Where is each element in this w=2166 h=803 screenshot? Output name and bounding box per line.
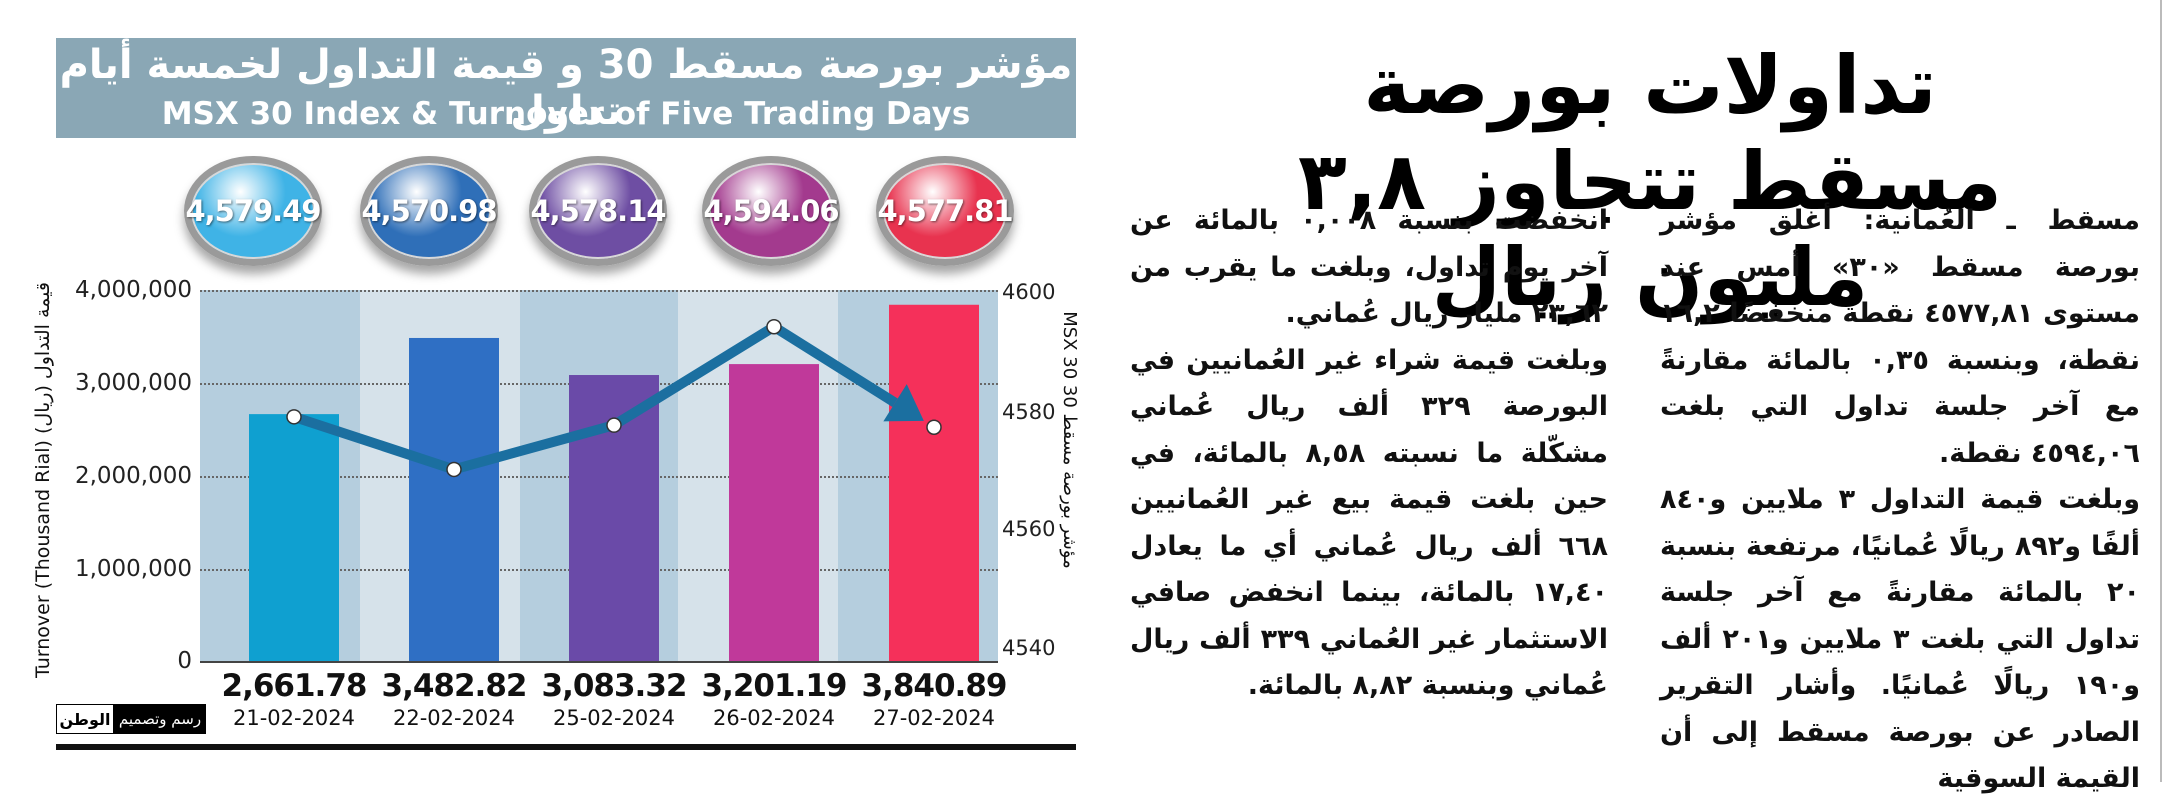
article-column-right: مسقط ـ العُمانية: أغلق مؤشر بورصة مسقط «…	[1660, 198, 2140, 803]
gridline	[200, 661, 998, 663]
x-tick-date: 21-02-2024	[232, 706, 356, 730]
index-point	[766, 318, 782, 335]
article-paragraph: وبلغت قيمة شراء غير العُمانيين في البورص…	[1130, 344, 1608, 702]
y-tick-right: 4540	[1002, 636, 1056, 660]
index-point	[926, 419, 942, 435]
article-column-left: انخفضت بنسبة ٠,٠٠٨ بالمائة عن آخر يوم تد…	[1130, 198, 1608, 710]
x-tick-date: 25-02-2024	[552, 706, 676, 730]
chart-title-arabic: مؤشر بورصة مسقط 30 و قيمة التداول لخمسة …	[59, 42, 1073, 134]
credit-text: رسم وتصميم	[114, 704, 206, 734]
index-disc: 4,577.81	[876, 156, 1014, 266]
y-tick-left: 3,000,000	[74, 370, 192, 396]
bar-value-label: 3,482.82	[381, 668, 528, 704]
bottom-rule	[56, 744, 1076, 750]
y-tick-right: 4600	[1002, 280, 1056, 304]
bar-value-label: 3,083.32	[541, 668, 688, 704]
turnover-bar	[889, 304, 979, 661]
index-point	[446, 461, 462, 478]
credit-logo: الوطن رسم وتصميم	[56, 704, 206, 734]
index-arrow-head	[883, 384, 924, 422]
y-tick-left: 2,000,000	[74, 463, 192, 489]
article-paragraph: مسقط ـ العُمانية: أغلق مؤشر بورصة مسقط «…	[1660, 205, 2140, 469]
x-tick-date: 22-02-2024	[392, 706, 516, 730]
bar-value-label: 3,840.89	[861, 668, 1008, 704]
article-paragraph: وبلغت قيمة التداول ٣ ملايين و٨٤٠ ألفًا و…	[1660, 484, 2140, 794]
y-tick-right: 4580	[1002, 400, 1056, 424]
x-tick-date: 26-02-2024	[712, 706, 836, 730]
index-disc-value: 4,570.98	[361, 194, 497, 228]
y-tick-right: 4560	[1002, 517, 1056, 541]
chart-title-english: MSX 30 Index & Turnover of Five Trading …	[161, 96, 971, 132]
article-paragraph: انخفضت بنسبة ٠,٠٠٨ بالمائة عن آخر يوم تد…	[1130, 205, 1608, 329]
x-tick-date: 27-02-2024	[872, 706, 996, 730]
index-disc: 4,579.49	[184, 156, 322, 266]
index-disc: 4,594.06	[702, 156, 840, 266]
index-line-segment	[771, 322, 898, 407]
bar-value-label: 3,201.19	[701, 668, 848, 704]
newspaper-logo: الوطن	[56, 704, 114, 734]
index-disc: 4,570.98	[360, 156, 498, 266]
index-disc: 4,578.14	[529, 156, 667, 266]
y-tick-left: 0	[177, 648, 192, 674]
index-disc-value: 4,577.81	[877, 194, 1013, 228]
turnover-bar	[249, 414, 339, 661]
index-disc-value: 4,594.06	[703, 194, 839, 228]
gridline	[200, 290, 998, 292]
y-tick-left: 4,000,000	[74, 277, 192, 303]
index-disc-value: 4,578.14	[530, 194, 666, 228]
y-tick-left: 1,000,000	[74, 556, 192, 582]
infographic-title-banner: مؤشر بورصة مسقط 30 و قيمة التداول لخمسة …	[56, 38, 1076, 138]
bar-value-label: 2,661.78	[221, 668, 368, 704]
index-disc-value: 4,579.49	[185, 194, 321, 228]
turnover-bar	[409, 337, 499, 661]
article-headline: تداولات بورصة مسقط تتجاوز ٣,٨ مليون ريال	[1297, 39, 2004, 324]
index-line	[292, 322, 777, 475]
page-edge-rule	[2160, 0, 2162, 782]
index-point	[606, 417, 622, 433]
turnover-bar	[729, 364, 819, 661]
index-point	[286, 409, 302, 425]
chart-svg	[249, 304, 979, 661]
infographic: مؤشر بورصة مسقط 30 و قيمة التداول لخمسة …	[0, 0, 1090, 782]
